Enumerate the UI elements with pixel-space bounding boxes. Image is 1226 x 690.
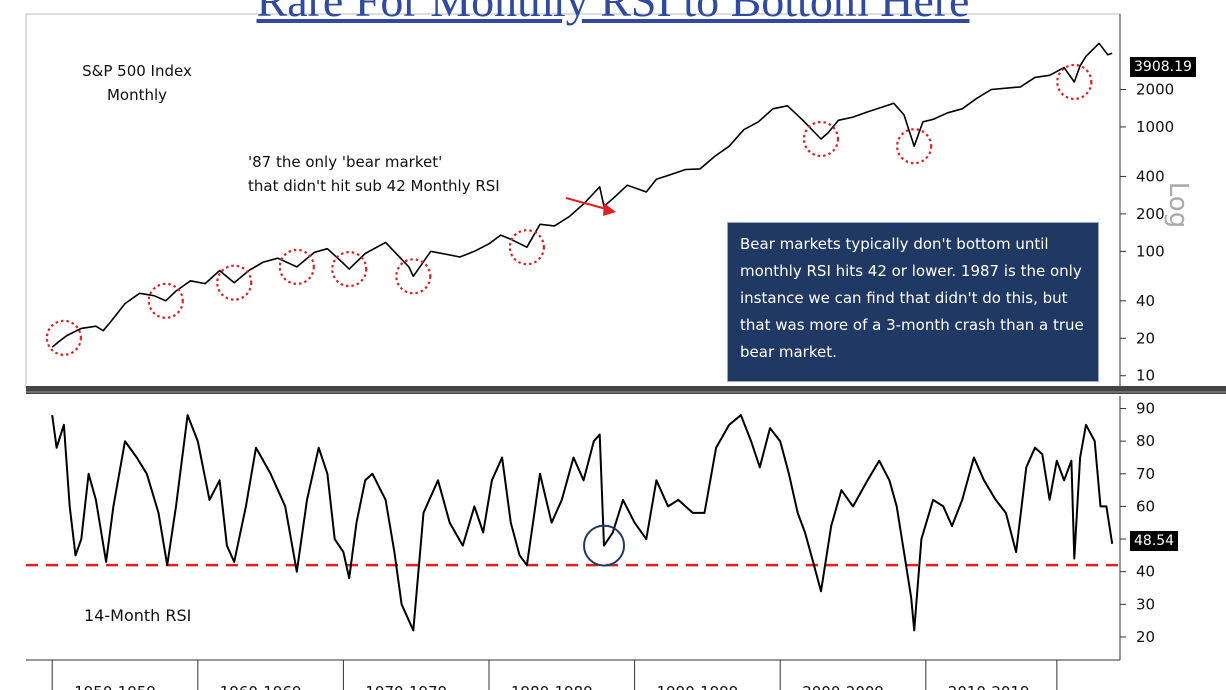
- x-tick-label: 1980-1989: [511, 683, 593, 690]
- index-label: S&P 500 Index Monthly: [82, 59, 192, 107]
- annotation-arrowhead: [603, 203, 616, 216]
- bear-market-low-circle: [395, 258, 432, 295]
- panel-divider: [26, 386, 1226, 394]
- annotation-arrow: [565, 197, 611, 211]
- last-price-tag: 3908.19: [1130, 57, 1196, 77]
- price-y-tick-label: 40: [1136, 292, 1155, 310]
- bear-market-low-circle: [1056, 63, 1093, 101]
- bear-market-low-circle: [802, 120, 840, 158]
- page-title: Rare For Monthly RSI to Bottom Here: [256, 0, 970, 26]
- bear-market-low-circle: [45, 319, 82, 356]
- rsi-y-tick-label: 30: [1136, 595, 1155, 613]
- rsi-1987-highlight-circle: [583, 524, 626, 567]
- rsi-y-tick-label: 90: [1136, 400, 1155, 418]
- arrow-annotation-line1: '87 the only 'bear market': [248, 153, 443, 171]
- price-y-tick-label: 400: [1136, 167, 1165, 185]
- rsi-y-tick-label: 80: [1136, 432, 1155, 450]
- x-tick-label: 2000-2009: [802, 683, 884, 690]
- x-tick-label: 2010-2019: [948, 683, 1030, 690]
- rsi-label: 14-Month RSI: [84, 606, 192, 625]
- price-y-tick-label: 100: [1136, 242, 1165, 260]
- x-tick-label: 1970-1979: [365, 683, 447, 690]
- bear-market-low-circle: [508, 229, 545, 266]
- bear-market-low-circle: [896, 128, 933, 165]
- rsi-y-tick-label: 40: [1136, 563, 1155, 581]
- bear-market-low-circle: [331, 250, 368, 288]
- callout-box: Bear markets typically don't bottom unti…: [727, 222, 1099, 382]
- bear-market-low-circle: [278, 248, 315, 285]
- arrow-annotation: '87 the only 'bear market' that didn't h…: [248, 150, 500, 198]
- x-tick-label: 1960-1969: [220, 683, 302, 690]
- x-tick-label: 1950-1959: [74, 683, 156, 690]
- rsi-y-tick-label: 60: [1136, 497, 1155, 515]
- x-tick-label: 1990-1999: [657, 683, 739, 690]
- price-y-tick-label: 2000: [1136, 81, 1174, 99]
- rsi-y-tick-label: 70: [1136, 465, 1155, 483]
- arrow-annotation-line2: that didn't hit sub 42 Monthly RSI: [248, 177, 500, 195]
- bear-market-low-circle: [216, 264, 253, 301]
- price-y-tick-label: 20: [1136, 329, 1155, 347]
- last-rsi-tag: 48.54: [1130, 531, 1179, 551]
- rsi-series-line: [51, 414, 1114, 632]
- index-label-line2: Monthly: [106, 86, 168, 104]
- price-y-tick-label: 1000: [1136, 118, 1174, 136]
- index-label-line1: S&P 500 Index: [82, 62, 192, 80]
- bear-market-low-circle: [147, 282, 184, 319]
- rsi-y-tick-label: 20: [1136, 628, 1155, 646]
- price-series-line: [51, 42, 1113, 348]
- price-y-tick-label: 200: [1136, 205, 1165, 223]
- price-y-tick-label: 10: [1136, 367, 1155, 385]
- price-y-axis-label: Log: [1163, 182, 1193, 228]
